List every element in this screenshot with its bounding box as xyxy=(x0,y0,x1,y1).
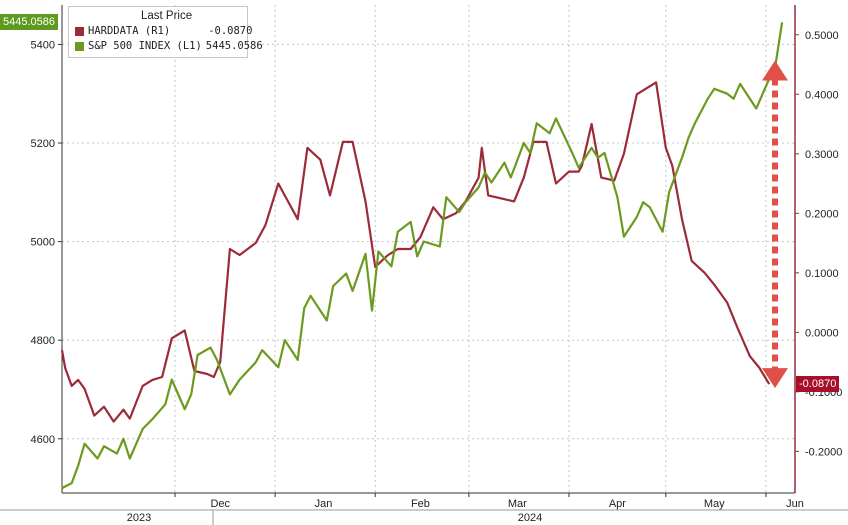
legend-entry-sp500: S&P 500 INDEX (L1) 5445.0586 xyxy=(75,40,263,52)
legend-entry-harddata: HARDDATA (R1) -0.0870 xyxy=(75,25,252,37)
right-axis-ticks: 0.50000.40000.30000.20000.10000.0000-0.1… xyxy=(795,30,842,458)
legend-label-harddata: HARDDATA (R1) xyxy=(88,25,171,37)
series-group xyxy=(60,22,784,490)
right-tick-label-1: 0.4000 xyxy=(805,89,839,101)
right-tick-label-5: 0.0000 xyxy=(805,327,839,339)
legend-label-sp500: S&P 500 INDEX (L1) xyxy=(88,40,202,52)
legend-swatch-sp500 xyxy=(75,41,84,51)
legend-title: Last Price xyxy=(141,10,193,22)
right-tick-label-7: -0.2000 xyxy=(805,446,842,458)
legend: Last Price HARDDATA (R1) -0.0870 S&P 500… xyxy=(68,6,263,58)
x-tick-label-4: Apr xyxy=(609,498,626,510)
axis-lines xyxy=(0,5,848,525)
series-line-harddata xyxy=(60,81,771,423)
right-tick-label-2: 0.3000 xyxy=(805,149,839,161)
left-axis-ticks: 5400 5200 5000 4800 4600 xyxy=(31,39,62,446)
right-tick-label-4: 0.1000 xyxy=(805,268,839,280)
x-tick-label-5: May xyxy=(704,498,725,510)
right-tick-label-0: 0.5000 xyxy=(805,30,839,42)
left-last-value-badge: 5445.0586 xyxy=(0,14,58,30)
gridlines xyxy=(62,5,795,493)
x-tick-label-2: Feb xyxy=(411,498,430,510)
dashed-arrow-annotation xyxy=(762,60,788,389)
arrow-head-up xyxy=(762,60,788,81)
series-line-s-p-500-index xyxy=(61,22,784,490)
left-tick-label-0: 5400 xyxy=(31,39,55,51)
arrow-head-down xyxy=(762,368,788,389)
x-tick-label-1: Jan xyxy=(315,498,333,510)
left-tick-label-1: 5200 xyxy=(31,138,55,150)
legend-swatch-harddata xyxy=(75,26,84,36)
left-tick-label-3: 4800 xyxy=(31,335,55,347)
right-tick-label-3: 0.2000 xyxy=(805,208,839,220)
left-tick-label-2: 5000 xyxy=(31,237,55,249)
x-axis-labels: Dec Jan Feb Mar Apr May Jun 2023 2024 xyxy=(127,493,804,524)
x-tick-label-6: Jun xyxy=(786,498,804,510)
left-tick-label-4: 4600 xyxy=(31,434,55,446)
x-tick-label-3: Mar xyxy=(508,498,527,510)
right-last-value-badge: -0.0870 xyxy=(796,376,840,392)
legend-value-sp500: 5445.0586 xyxy=(205,40,263,52)
x-tick-label-0: Dec xyxy=(210,498,230,510)
legend-value-harddata: -0.0870 xyxy=(208,25,253,37)
year-label-0: 2023 xyxy=(127,512,151,524)
year-label-1: 2024 xyxy=(518,512,542,524)
